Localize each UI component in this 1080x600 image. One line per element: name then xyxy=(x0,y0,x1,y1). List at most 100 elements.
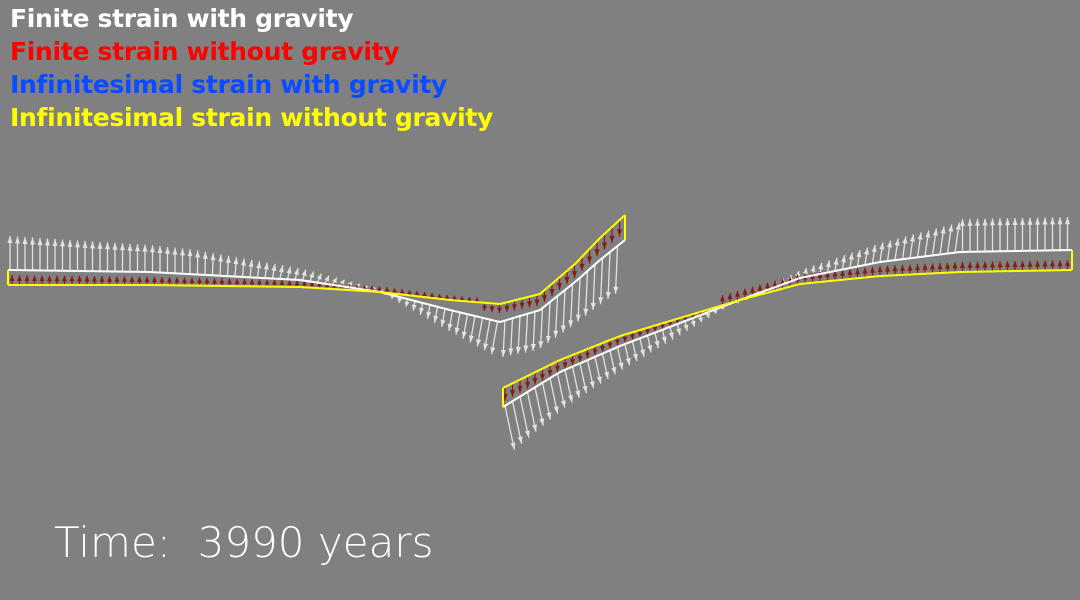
arrow-no-gravity-head xyxy=(399,289,405,294)
arrow-gravity-head xyxy=(240,258,246,266)
arrow-no-gravity-head xyxy=(414,291,420,296)
arrow-gravity-head xyxy=(705,313,711,318)
arrow-no-gravity-head xyxy=(607,342,613,349)
arrow-no-gravity-head xyxy=(534,299,540,307)
arrow-gravity-head xyxy=(604,371,609,380)
arrow-no-gravity-head xyxy=(114,276,120,282)
arrow-gravity-head xyxy=(301,269,307,277)
arrow-no-gravity-head xyxy=(720,295,725,302)
arrow-gravity-head xyxy=(157,246,163,254)
arrow-gravity-head xyxy=(902,236,908,244)
arrow-gravity-head xyxy=(135,244,140,252)
arrow-gravity-head xyxy=(524,430,530,438)
arrow-no-gravity-head xyxy=(660,324,665,329)
arrow-gravity-head xyxy=(546,412,552,420)
arrow-gravity-head xyxy=(960,218,965,226)
arrow-gravity-head xyxy=(975,218,980,226)
arrow-no-gravity-head xyxy=(189,277,195,283)
finite-gravity-surface-right xyxy=(502,249,1073,408)
arrow-gravity-head xyxy=(75,240,80,248)
infinitesimal-no-gravity-surface-right xyxy=(502,269,1073,389)
arrow-gravity-head xyxy=(654,340,660,349)
finite-gravity-surface-left xyxy=(7,239,626,323)
arrow-gravity-head xyxy=(575,390,581,398)
arrow-no-gravity-head xyxy=(952,262,958,269)
arrow-gravity-head xyxy=(818,262,824,270)
arrow-no-gravity-head xyxy=(452,295,457,300)
arrow-gravity-head xyxy=(647,345,653,353)
arrow-gravity-head xyxy=(825,260,831,268)
arrow-no-gravity-head xyxy=(197,277,202,284)
arrow-no-gravity-head xyxy=(855,268,860,275)
arrow-no-gravity-head xyxy=(735,290,740,297)
legend: Finite strain with gravity Finite strain… xyxy=(10,2,493,134)
arrow-no-gravity-head xyxy=(47,275,52,282)
arrow-gravity-head xyxy=(515,346,521,354)
arrow-no-gravity-head xyxy=(512,304,517,311)
arrow-gravity-head xyxy=(538,341,544,349)
arrow-no-gravity-head xyxy=(257,279,262,285)
arrow-no-gravity-head xyxy=(982,261,988,268)
arrow-no-gravity-head xyxy=(174,277,180,283)
arrow-no-gravity-head xyxy=(765,282,770,289)
arrow-no-gravity-head xyxy=(907,264,913,271)
arrow-gravity-head xyxy=(454,327,460,335)
arrow-gravity xyxy=(562,289,566,333)
arrow-no-gravity-head xyxy=(317,281,322,287)
arrow-no-gravity-head xyxy=(407,290,412,295)
arrow-gravity-head xyxy=(248,259,254,268)
arrow-gravity-head xyxy=(447,323,453,331)
arrow-no-gravity-head xyxy=(900,264,905,271)
velocity-arrows-without-gravity xyxy=(9,220,1070,402)
arrow-no-gravity-head xyxy=(1012,261,1018,268)
arrow-gravity-head xyxy=(404,301,410,307)
arrow-gravity-head xyxy=(596,376,602,384)
arrow-gravity-head xyxy=(271,263,277,272)
arrow-gravity-head xyxy=(967,218,973,226)
arrow-no-gravity-head xyxy=(227,278,232,284)
arrow-gravity-head xyxy=(683,324,689,331)
arrow-gravity-head xyxy=(560,400,566,408)
arrow-gravity-head xyxy=(52,238,58,246)
arrow-gravity-head xyxy=(553,330,559,338)
arrow-gravity-head xyxy=(955,222,961,230)
arrow-gravity-head xyxy=(553,406,559,414)
arrow-gravity xyxy=(592,264,596,310)
arrow-gravity-head xyxy=(60,239,65,247)
arrow-no-gravity-head xyxy=(272,279,277,285)
arrow-no-gravity-head xyxy=(579,263,585,271)
arrow-no-gravity-head xyxy=(825,271,830,278)
arrow-gravity xyxy=(569,283,574,328)
arrow-no-gravity-head xyxy=(69,275,75,282)
arrow-no-gravity-head xyxy=(392,288,397,293)
arrow-gravity-head xyxy=(864,247,869,255)
arrow-no-gravity-head xyxy=(294,280,300,286)
arrow-no-gravity-head xyxy=(562,362,568,369)
arrow-gravity-head xyxy=(142,244,148,252)
legend-infinitesimal-with-gravity: Infinitesimal strain with gravity xyxy=(10,70,447,99)
arrow-gravity-head xyxy=(917,232,923,240)
arrow-no-gravity-head xyxy=(1005,261,1010,268)
arrow-gravity-head xyxy=(508,348,514,356)
arrow-no-gravity-head xyxy=(137,276,142,282)
arrow-no-gravity-head xyxy=(517,385,523,393)
arrow-gravity-head xyxy=(909,234,915,242)
arrow-gravity-head xyxy=(523,345,529,353)
arrow-no-gravity-head xyxy=(832,270,838,277)
arrow-gravity-head xyxy=(661,336,667,344)
arrow-gravity-head xyxy=(605,291,611,299)
arrow-gravity-head xyxy=(871,244,877,253)
arrow-no-gravity-head xyxy=(32,275,37,282)
arrow-no-gravity-head xyxy=(504,306,510,312)
arrow-no-gravity-head xyxy=(742,288,748,295)
arrow-no-gravity-head xyxy=(264,279,270,285)
arrow-gravity-head xyxy=(1035,217,1040,225)
arrow-no-gravity-head xyxy=(870,266,875,273)
arrow-gravity-head xyxy=(940,226,946,234)
arrow-gravity-head xyxy=(172,247,178,255)
arrow-no-gravity-head xyxy=(555,365,560,373)
arrow-no-gravity-head xyxy=(234,278,240,284)
arrow-no-gravity-head xyxy=(92,275,97,282)
arrow-no-gravity-head xyxy=(592,349,598,356)
arrow-gravity-head xyxy=(925,230,931,238)
